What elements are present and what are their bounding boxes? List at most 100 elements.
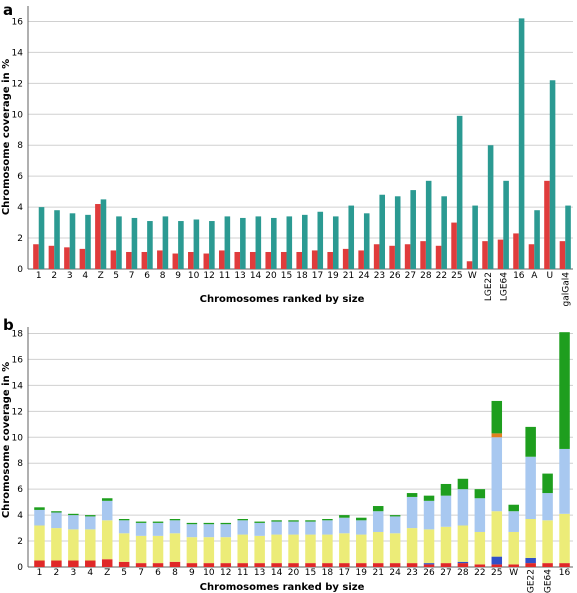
bar-segment xyxy=(491,564,503,567)
bar xyxy=(363,213,370,269)
bar-segment xyxy=(372,506,384,512)
bar-segment xyxy=(406,528,418,564)
bar-segment xyxy=(542,520,553,564)
x-tick-label: 14 xyxy=(271,568,283,578)
bar xyxy=(420,241,426,269)
bar-segment xyxy=(305,563,316,567)
bar xyxy=(116,216,122,269)
bar-segment xyxy=(525,557,536,564)
bar-segment xyxy=(559,513,570,564)
bar-segment xyxy=(85,516,96,530)
bar-segment xyxy=(542,563,553,567)
bar-segment xyxy=(118,520,130,534)
y-tick-label: 0 xyxy=(17,265,23,275)
x-tick-label: 12 xyxy=(220,568,231,578)
bar xyxy=(466,261,473,269)
bar xyxy=(33,244,39,269)
x-tick-label: 19 xyxy=(356,568,368,578)
bar-segment xyxy=(542,473,553,494)
bar-segment xyxy=(491,511,503,557)
x-tick-label: 17 xyxy=(339,568,350,578)
bar-segment xyxy=(152,563,164,567)
bar xyxy=(456,115,463,269)
bar xyxy=(327,251,333,269)
bar-segment xyxy=(474,564,486,567)
bar-segment xyxy=(457,525,469,562)
bar-segment xyxy=(220,537,232,564)
bar-segment xyxy=(101,500,113,521)
bar-segment xyxy=(254,521,265,523)
bar xyxy=(141,251,148,269)
bar xyxy=(240,217,246,269)
bar xyxy=(544,180,550,269)
bar-segment xyxy=(34,507,45,510)
x-tick-label: 7 xyxy=(138,568,144,578)
bar-segment xyxy=(34,509,45,526)
x-tick-label: 16 xyxy=(559,568,571,578)
bar-segment xyxy=(322,519,333,521)
x-tick-label: 3 xyxy=(70,568,76,578)
x-tick-label: W xyxy=(468,271,477,281)
bar xyxy=(193,219,200,269)
bar-segment xyxy=(322,563,333,567)
x-tick-label: 10 xyxy=(203,568,215,578)
panel-b-letter: b xyxy=(3,316,14,334)
bar-segment xyxy=(85,529,96,561)
x-tick-label: 27 xyxy=(405,271,416,281)
y-tick-label: 10 xyxy=(12,433,24,443)
bar-segment xyxy=(525,456,536,519)
x-tick-label: 8 xyxy=(172,568,178,578)
bar xyxy=(48,245,55,269)
bar xyxy=(224,216,231,269)
x-tick-label: galGal4 xyxy=(561,272,571,307)
bar-segment xyxy=(34,560,45,567)
x-tick-label: Z xyxy=(98,271,104,281)
bar xyxy=(358,250,364,269)
bar-segment xyxy=(85,515,96,517)
x-tick-label: 21 xyxy=(343,271,354,281)
bar-segment xyxy=(68,513,79,516)
bar xyxy=(147,221,153,269)
bar-segment xyxy=(118,533,130,562)
bar-segment xyxy=(339,533,350,564)
bar-segment xyxy=(406,496,418,529)
bar-segment xyxy=(305,534,316,564)
bar-segment xyxy=(423,564,435,567)
bar xyxy=(54,210,60,269)
y-tick-label: 18 xyxy=(12,329,24,339)
bar xyxy=(425,180,432,269)
y-tick-label: 6 xyxy=(17,172,23,182)
bar xyxy=(482,241,488,269)
bar xyxy=(451,222,457,269)
bar-segment xyxy=(101,559,113,567)
bar-segment xyxy=(186,522,198,525)
x-tick-label: 6 xyxy=(144,271,150,281)
bar xyxy=(302,214,308,269)
y-tick-label: 12 xyxy=(12,79,23,89)
bar-segment xyxy=(525,426,536,457)
bar-segment xyxy=(423,529,435,564)
bar-segment xyxy=(101,498,113,501)
x-tick-label: 24 xyxy=(389,568,401,578)
x-tick-label: 25 xyxy=(491,568,502,578)
bar xyxy=(255,216,262,269)
bar xyxy=(404,244,411,269)
bar xyxy=(441,196,447,269)
bar-segment xyxy=(525,519,536,558)
bar xyxy=(513,233,519,269)
x-tick-label: 11 xyxy=(219,271,230,281)
bar-segment xyxy=(118,519,130,521)
bar-segment xyxy=(457,561,469,564)
x-tick-label: 1 xyxy=(36,271,42,281)
bar xyxy=(565,205,571,269)
x-tick-label: LGE22 xyxy=(484,272,494,301)
bar xyxy=(373,244,380,269)
x-tick-label: 24 xyxy=(358,271,370,281)
x-tick-label: 16 xyxy=(513,271,525,281)
y-tick-label: 12 xyxy=(12,407,23,417)
bar-segment xyxy=(68,515,79,530)
bar-segment xyxy=(389,563,401,567)
bar-segment xyxy=(220,563,232,567)
bar-segment xyxy=(423,563,435,565)
